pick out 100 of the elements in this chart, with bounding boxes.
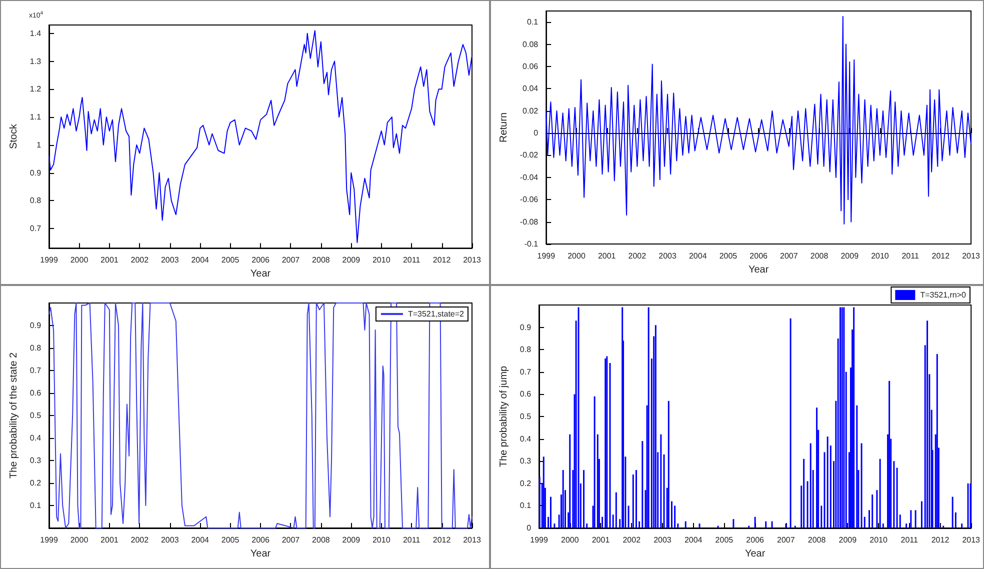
x-tick-label: 2006 — [746, 536, 765, 544]
x-tick-label: 2007 — [777, 536, 796, 544]
x-tick-label: 2001 — [598, 252, 616, 260]
y-tick-label: 1.3 — [30, 56, 42, 66]
x-axis-title: Year — [744, 548, 766, 560]
x-tick-label: 1999 — [40, 256, 58, 265]
y-tick-label: 0.3 — [30, 456, 42, 465]
x-tick-label: 2009 — [342, 256, 361, 265]
x-tick-label: 2010 — [871, 252, 890, 260]
y-tick-label: 0.3 — [520, 456, 532, 466]
y-tick-label: 0.2 — [520, 478, 532, 488]
x-tick-label: 2012 — [432, 256, 452, 265]
x-tick-label: 2012 — [432, 536, 452, 544]
x-tick-label: 2012 — [932, 252, 950, 260]
y-tick-label: 0.8 — [30, 344, 42, 352]
x-tick-label: 2005 — [719, 252, 738, 260]
line-series — [546, 16, 972, 225]
x-tick-label: 2003 — [658, 252, 677, 260]
x-tick-label: 2013 — [463, 256, 482, 265]
x-axis-title: Year — [250, 268, 272, 280]
x-tick-label: 2002 — [130, 536, 150, 544]
x-tick-label: 2011 — [402, 536, 421, 544]
x-tick-label: 2002 — [130, 256, 150, 265]
y-axis-title: Return — [498, 112, 510, 143]
y-tick-label: 0.06 — [522, 62, 539, 71]
x-tick-label: 2001 — [100, 256, 119, 265]
x-tick-label: 2010 — [870, 536, 888, 544]
x-tick-label: 2003 — [654, 536, 672, 544]
x-tick-label: 2005 — [221, 256, 240, 265]
y-axis-title: The probability of jump — [498, 365, 510, 468]
line-series — [48, 302, 472, 528]
y-tick-label: 1.1 — [30, 112, 42, 122]
legend-label: T=3521,rn>0 — [920, 290, 967, 300]
y-tick-label: 0.9 — [520, 322, 532, 332]
y-tick-label: 0.6 — [30, 388, 42, 398]
y-tick-label: 1 — [36, 140, 42, 150]
x-tick-label: 2007 — [282, 256, 300, 265]
y-tick-label: 0.8 — [520, 345, 532, 354]
x-tick-label: 2009 — [838, 536, 858, 544]
x-tick-label: 1999 — [530, 536, 548, 544]
y-tick-label: 0.7 — [30, 366, 42, 375]
x-tick-label: 2009 — [342, 536, 361, 544]
x-tick-label: 2013 — [962, 536, 981, 544]
y-tick-label: 0.04 — [522, 84, 539, 94]
y-tick-label: -0.06 — [520, 195, 539, 204]
y-tick-label: 0.2 — [30, 478, 42, 488]
x-tick-label: 2003 — [160, 536, 180, 544]
y-tick-label: -0.02 — [520, 150, 539, 160]
x-tick-label: 2000 — [560, 536, 580, 544]
x-axis-title: Year — [748, 264, 770, 276]
x-tick-label: 2008 — [312, 536, 330, 544]
x-tick-label: 2008 — [312, 256, 330, 265]
y-tick-label: 0.5 — [520, 412, 532, 421]
y-tick-label: 0.1 — [527, 18, 539, 27]
x-tick-label: 2006 — [252, 536, 270, 544]
y-tick-label: 0.7 — [520, 367, 532, 376]
x-tick-label: 2001 — [592, 536, 610, 544]
x-tick-label: 2008 — [810, 252, 829, 260]
x-tick-label: 2000 — [70, 256, 89, 265]
legend-label: T=3521,state=2 — [408, 310, 465, 318]
x-tick-label: 2013 — [463, 536, 482, 544]
y-tick-label: 0.4 — [520, 434, 532, 444]
y-tick-label: 0.1 — [30, 501, 42, 510]
y-tick-label: 1.2 — [30, 84, 42, 94]
x-tick-label: 2011 — [900, 536, 919, 544]
x-tick-label: 2005 — [221, 536, 240, 544]
line-series — [48, 30, 472, 244]
y-tick-label: -0.04 — [520, 172, 539, 182]
y-tick-label: 0.8 — [30, 196, 42, 206]
y-tick-label: 0.1 — [520, 501, 532, 510]
x-tick-label: 2007 — [282, 536, 300, 544]
x-tick-label: 1999 — [40, 536, 58, 544]
y-tick-label: 0.9 — [30, 168, 42, 178]
x-tick-label: 2010 — [372, 536, 391, 544]
x-tick-label: 2003 — [160, 256, 180, 265]
y-tick-label: 0 — [534, 128, 539, 138]
x-tick-label: 2001 — [100, 536, 119, 544]
x-tick-label: 2005 — [715, 536, 734, 544]
y-axis-title: Stock — [8, 123, 20, 150]
x-tick-label: 2006 — [252, 256, 270, 265]
x-tick-label: 2000 — [568, 252, 586, 260]
x-tick-label: 1999 — [537, 252, 556, 260]
y-tick-label: 0.9 — [30, 321, 42, 330]
x-tick-label: 2009 — [840, 252, 860, 260]
y-tick-label: 0 — [526, 524, 532, 532]
y-tick-label: -0.08 — [520, 217, 539, 226]
x-tick-label: 2011 — [402, 256, 421, 265]
y-axis-title: The probability of the state 2 — [8, 352, 20, 479]
x-tick-label: 2010 — [372, 256, 391, 265]
x-tick-label: 2004 — [191, 256, 210, 265]
x-tick-label: 2004 — [684, 536, 703, 544]
y-tick-label: -0.1 — [524, 240, 539, 248]
x-tick-label: 2002 — [622, 536, 642, 544]
x-tick-label: 2013 — [962, 252, 980, 260]
x-tick-label: 2000 — [70, 536, 89, 544]
y-tick-label: 0.5 — [30, 411, 42, 420]
x-tick-label: 2012 — [931, 536, 950, 544]
y-tick-label: 1.4 — [30, 28, 42, 38]
y-tick-label: 0.7 — [30, 224, 42, 234]
x-tick-label: 2004 — [688, 252, 708, 260]
